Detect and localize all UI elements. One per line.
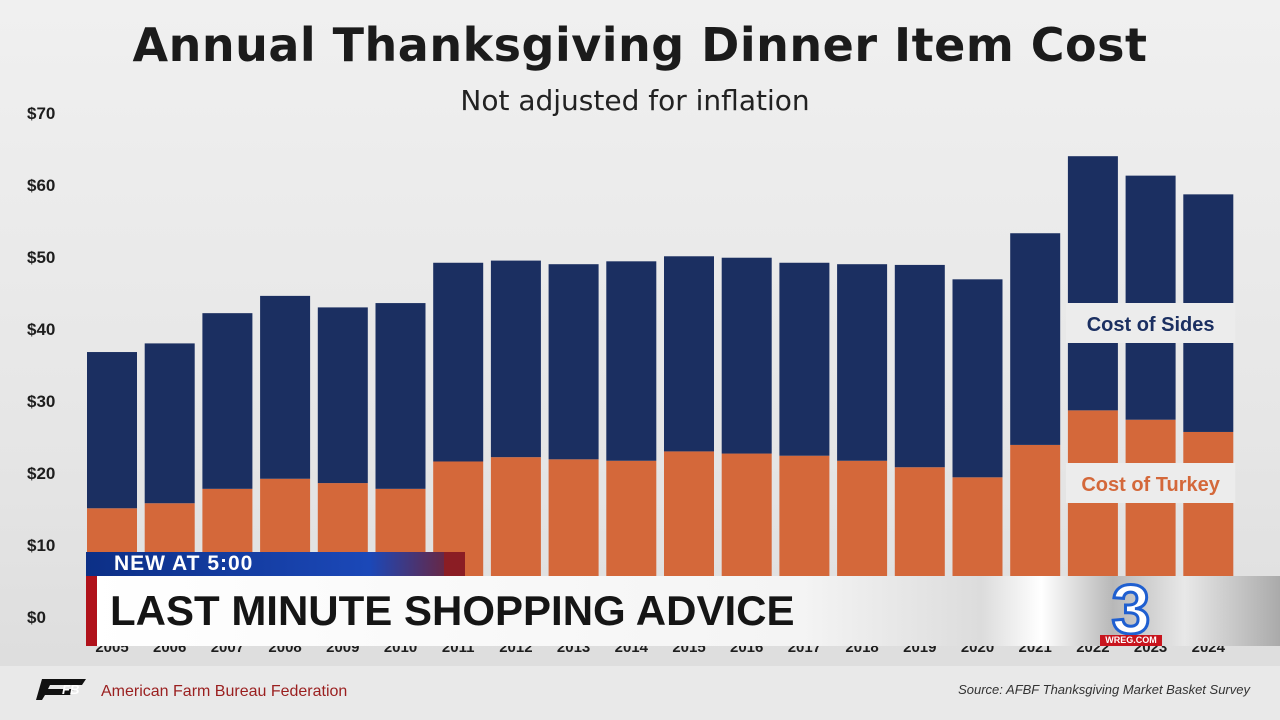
- headline-banner: [86, 576, 1280, 646]
- news-tag-background: [86, 552, 464, 576]
- sides-bar: [433, 262, 484, 462]
- sides-bar: [894, 264, 945, 468]
- sides-bar: [837, 264, 888, 461]
- sides-bar: [375, 303, 426, 489]
- turkey-series-label: Cost of Turkey: [1081, 474, 1220, 496]
- sides-label-band: [1065, 303, 1236, 343]
- sides-bar: [317, 307, 368, 484]
- y-tick-label: $0: [27, 608, 46, 627]
- y-tick-label: $50: [27, 248, 55, 267]
- sides-bar: [606, 261, 657, 461]
- sides-bar: [1125, 175, 1176, 420]
- sides-bar: [87, 352, 137, 509]
- turkey-label-band: [1065, 463, 1236, 503]
- sides-bar: [490, 260, 541, 458]
- source-note: Source: AFBF Thanksgiving Market Basket …: [958, 682, 1250, 697]
- station-url: WREG.COM: [1100, 635, 1162, 646]
- organization-name: American Farm Bureau Federation: [101, 683, 348, 700]
- y-tick-label: $60: [27, 176, 55, 195]
- sides-bar: [144, 343, 195, 504]
- y-tick-label: $40: [27, 320, 55, 339]
- y-tick-label: $10: [27, 536, 55, 555]
- chart-footer: [0, 666, 1280, 720]
- y-tick-label: $30: [27, 392, 55, 411]
- headline-text: LAST MINUTE SHOPPING ADVICE: [110, 587, 795, 634]
- sides-bar: [721, 257, 772, 454]
- headline-accent-bar: [86, 576, 97, 646]
- afbf-logo-icon: FB: [36, 679, 86, 700]
- news-tag: NEW AT 5:00: [114, 552, 254, 575]
- news-tag-accent: [444, 552, 465, 576]
- sides-bar: [664, 256, 714, 452]
- sides-bar: [1067, 156, 1118, 411]
- sides-bar: [202, 313, 253, 489]
- chart-title: Annual Thanksgiving Dinner Item Cost: [132, 18, 1148, 72]
- sides-series-label: Cost of Sides: [1087, 314, 1215, 336]
- sides-bar: [779, 262, 830, 456]
- y-tick-label: $70: [27, 104, 55, 123]
- sides-bar: [1010, 233, 1061, 445]
- sides-bar: [548, 264, 599, 460]
- y-tick-label: $20: [27, 464, 55, 483]
- chart-subtitle: Not adjusted for inflation: [460, 84, 810, 117]
- afbf-logo-text: FB: [62, 682, 79, 697]
- sides-bar: [260, 295, 311, 479]
- sides-bar: [952, 279, 1003, 478]
